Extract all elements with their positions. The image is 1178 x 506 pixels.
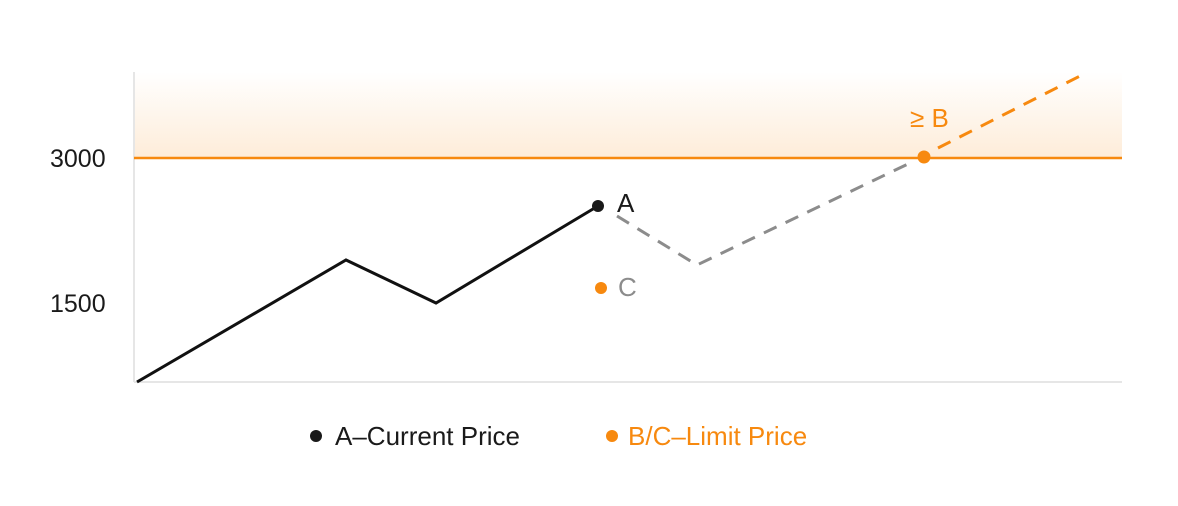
triggered-projection-line: [937, 74, 1081, 150]
label-b: ≥ B: [910, 103, 949, 133]
legend-dot-current: [310, 430, 322, 442]
limit-zone: [135, 72, 1122, 158]
legend-dot-limit: [606, 430, 618, 442]
label-c: C: [618, 272, 637, 302]
label-a: A: [617, 188, 635, 218]
y-tick-3000: 3000: [50, 145, 106, 173]
legend-label-limit: B/C–Limit Price: [628, 421, 807, 451]
legend: A–Current Price B/C–Limit Price: [310, 421, 807, 451]
point-a: [592, 200, 604, 212]
point-b: [917, 150, 931, 164]
point-c: [595, 282, 607, 294]
projection-line: [616, 161, 911, 267]
legend-label-current: A–Current Price: [335, 421, 520, 451]
y-tick-1500: 1500: [50, 290, 106, 318]
price-history-line: [136, 204, 599, 384]
